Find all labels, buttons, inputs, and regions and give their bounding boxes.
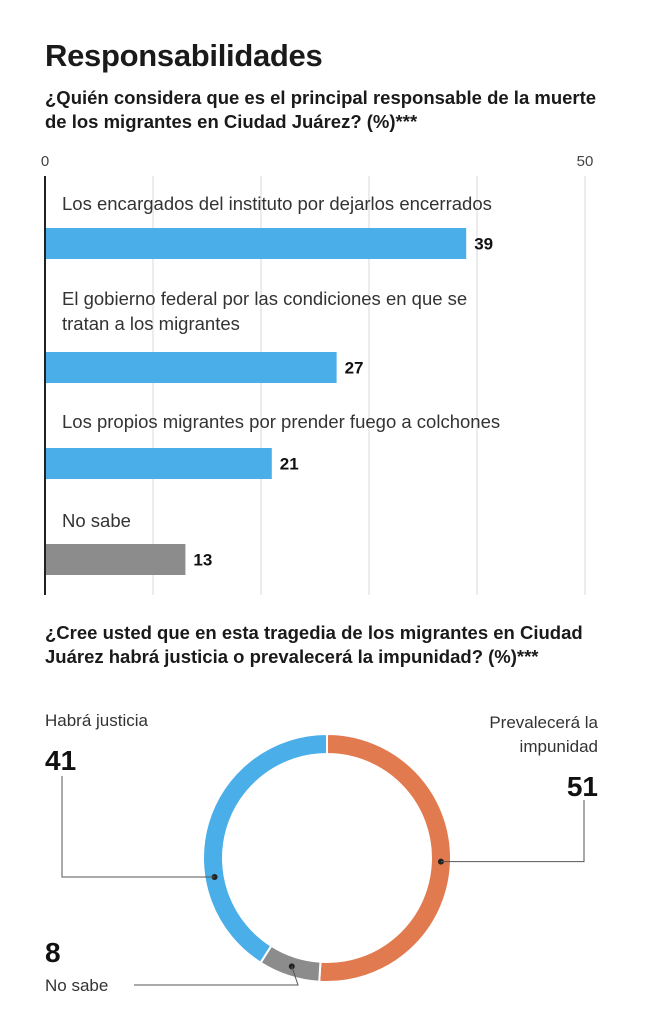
donut-slice (319, 734, 451, 982)
slice-label: Prevalecerá la (489, 713, 598, 732)
slice-value: 51 (567, 771, 598, 802)
slice-label: No sabe (45, 976, 108, 995)
leader-line (62, 776, 215, 877)
donut-chart: Prevalecerá la impunidad 51 Habrá justicia 4… (0, 0, 667, 1024)
leader-line (441, 800, 584, 862)
donut-slice (203, 734, 327, 963)
slice-value: 8 (45, 937, 61, 968)
slice-value: 41 (45, 745, 76, 776)
slice-label: Habrá justicia (45, 711, 149, 730)
slice-label: impunidad (520, 737, 598, 756)
